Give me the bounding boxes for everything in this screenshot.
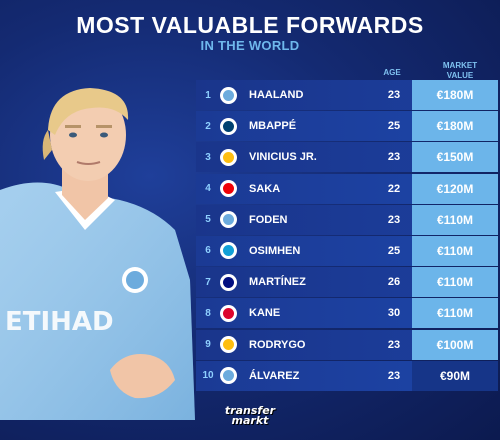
market-value: €180M bbox=[412, 80, 498, 110]
psg-crest-icon bbox=[220, 117, 237, 135]
table-row: 1 HAALAND 23 €180M bbox=[196, 80, 498, 110]
player-age: 23 bbox=[387, 369, 401, 382]
player-age: 26 bbox=[387, 276, 401, 289]
rank: 10 bbox=[202, 370, 214, 382]
table-row: 4 SAKA 22 €120M bbox=[196, 173, 498, 204]
table-row: 9 RODRYGO 23 €100M bbox=[196, 329, 498, 360]
player-age: 25 bbox=[387, 120, 401, 133]
table-row: 10 ÁLVAREZ 23 €90M bbox=[196, 360, 498, 391]
rankings-table: 1 HAALAND 23 €180M 2 MBAPPÉ 25 €180M 3 V… bbox=[196, 80, 498, 392]
market-value: €100M bbox=[412, 329, 498, 360]
rank: 6 bbox=[205, 245, 211, 257]
market-value: €110M bbox=[412, 298, 498, 329]
rank: 1 bbox=[205, 89, 211, 101]
man-city-crest-icon bbox=[220, 211, 237, 229]
market-value: €110M bbox=[412, 267, 498, 298]
market-value: €90M bbox=[412, 360, 498, 391]
rank: 4 bbox=[205, 183, 211, 195]
player-name: HAALAND bbox=[249, 89, 304, 101]
market-value: €150M bbox=[412, 142, 498, 173]
real-madrid-crest-icon bbox=[220, 148, 237, 166]
rank: 2 bbox=[205, 120, 211, 132]
transfermarkt-logo: transfer markt bbox=[213, 404, 287, 430]
arsenal-crest-icon bbox=[220, 180, 237, 198]
table-row: 8 KANE 30 €110M bbox=[196, 298, 498, 329]
rank: 8 bbox=[205, 307, 211, 319]
player-age: 23 bbox=[387, 338, 401, 351]
column-header-market-value: MARKET VALUE bbox=[430, 61, 490, 81]
player-photo: ETIHAD bbox=[0, 88, 195, 420]
table-row: 3 VINICIUS JR. 23 €150M bbox=[196, 142, 498, 173]
rank: 7 bbox=[205, 276, 211, 288]
logo-line2: markt bbox=[231, 414, 269, 427]
logo-line1: transfer bbox=[224, 404, 276, 417]
player-age: 25 bbox=[387, 244, 401, 257]
market-value: €110M bbox=[412, 235, 498, 266]
rank: 5 bbox=[205, 214, 211, 226]
player-name: MARTÍNEZ bbox=[249, 276, 306, 289]
napoli-crest-icon bbox=[220, 242, 237, 260]
player-name: KANE bbox=[249, 307, 281, 320]
player-name: MBAPPÉ bbox=[249, 120, 297, 133]
player-age: 30 bbox=[387, 307, 401, 320]
rank: 3 bbox=[205, 151, 211, 163]
column-header-market-value-line1: MARKET bbox=[442, 61, 478, 70]
player-name: VINICIUS JR. bbox=[249, 151, 317, 164]
man-city-crest-icon bbox=[220, 367, 237, 385]
market-value: €120M bbox=[412, 173, 498, 204]
player-name: ÁLVAREZ bbox=[249, 369, 300, 382]
bayern-crest-icon bbox=[220, 304, 237, 322]
table-row: 7 MARTÍNEZ 26 €110M bbox=[196, 267, 498, 298]
rank: 9 bbox=[205, 339, 211, 350]
player-name: SAKA bbox=[249, 182, 281, 195]
player-name: FODEN bbox=[249, 213, 288, 226]
player-name: OSIMHEN bbox=[249, 244, 301, 257]
man-city-crest-icon bbox=[220, 86, 237, 104]
player-age: 22 bbox=[387, 182, 401, 195]
table-row: 2 MBAPPÉ 25 €180M bbox=[196, 111, 498, 142]
market-value: €180M bbox=[412, 111, 498, 142]
page-subtitle: IN THE WORLD bbox=[200, 38, 300, 53]
market-value: €110M bbox=[412, 204, 498, 235]
table-row: 6 OSIMHEN 25 €110M bbox=[196, 235, 498, 266]
page-title: MOST VALUABLE FORWARDS bbox=[76, 12, 424, 38]
player-age: 23 bbox=[387, 89, 401, 101]
table-row: 5 FODEN 23 €110M bbox=[196, 204, 498, 235]
column-header-market-value-line2: VALUE bbox=[446, 71, 474, 80]
real-madrid-crest-icon bbox=[220, 336, 237, 353]
inter-crest-icon bbox=[220, 273, 237, 291]
svg-text:ETIHAD: ETIHAD bbox=[5, 307, 114, 337]
player-name: RODRYGO bbox=[249, 338, 306, 351]
player-age: 23 bbox=[387, 151, 401, 164]
player-age: 23 bbox=[387, 213, 401, 226]
column-header-age: AGE bbox=[383, 68, 401, 77]
